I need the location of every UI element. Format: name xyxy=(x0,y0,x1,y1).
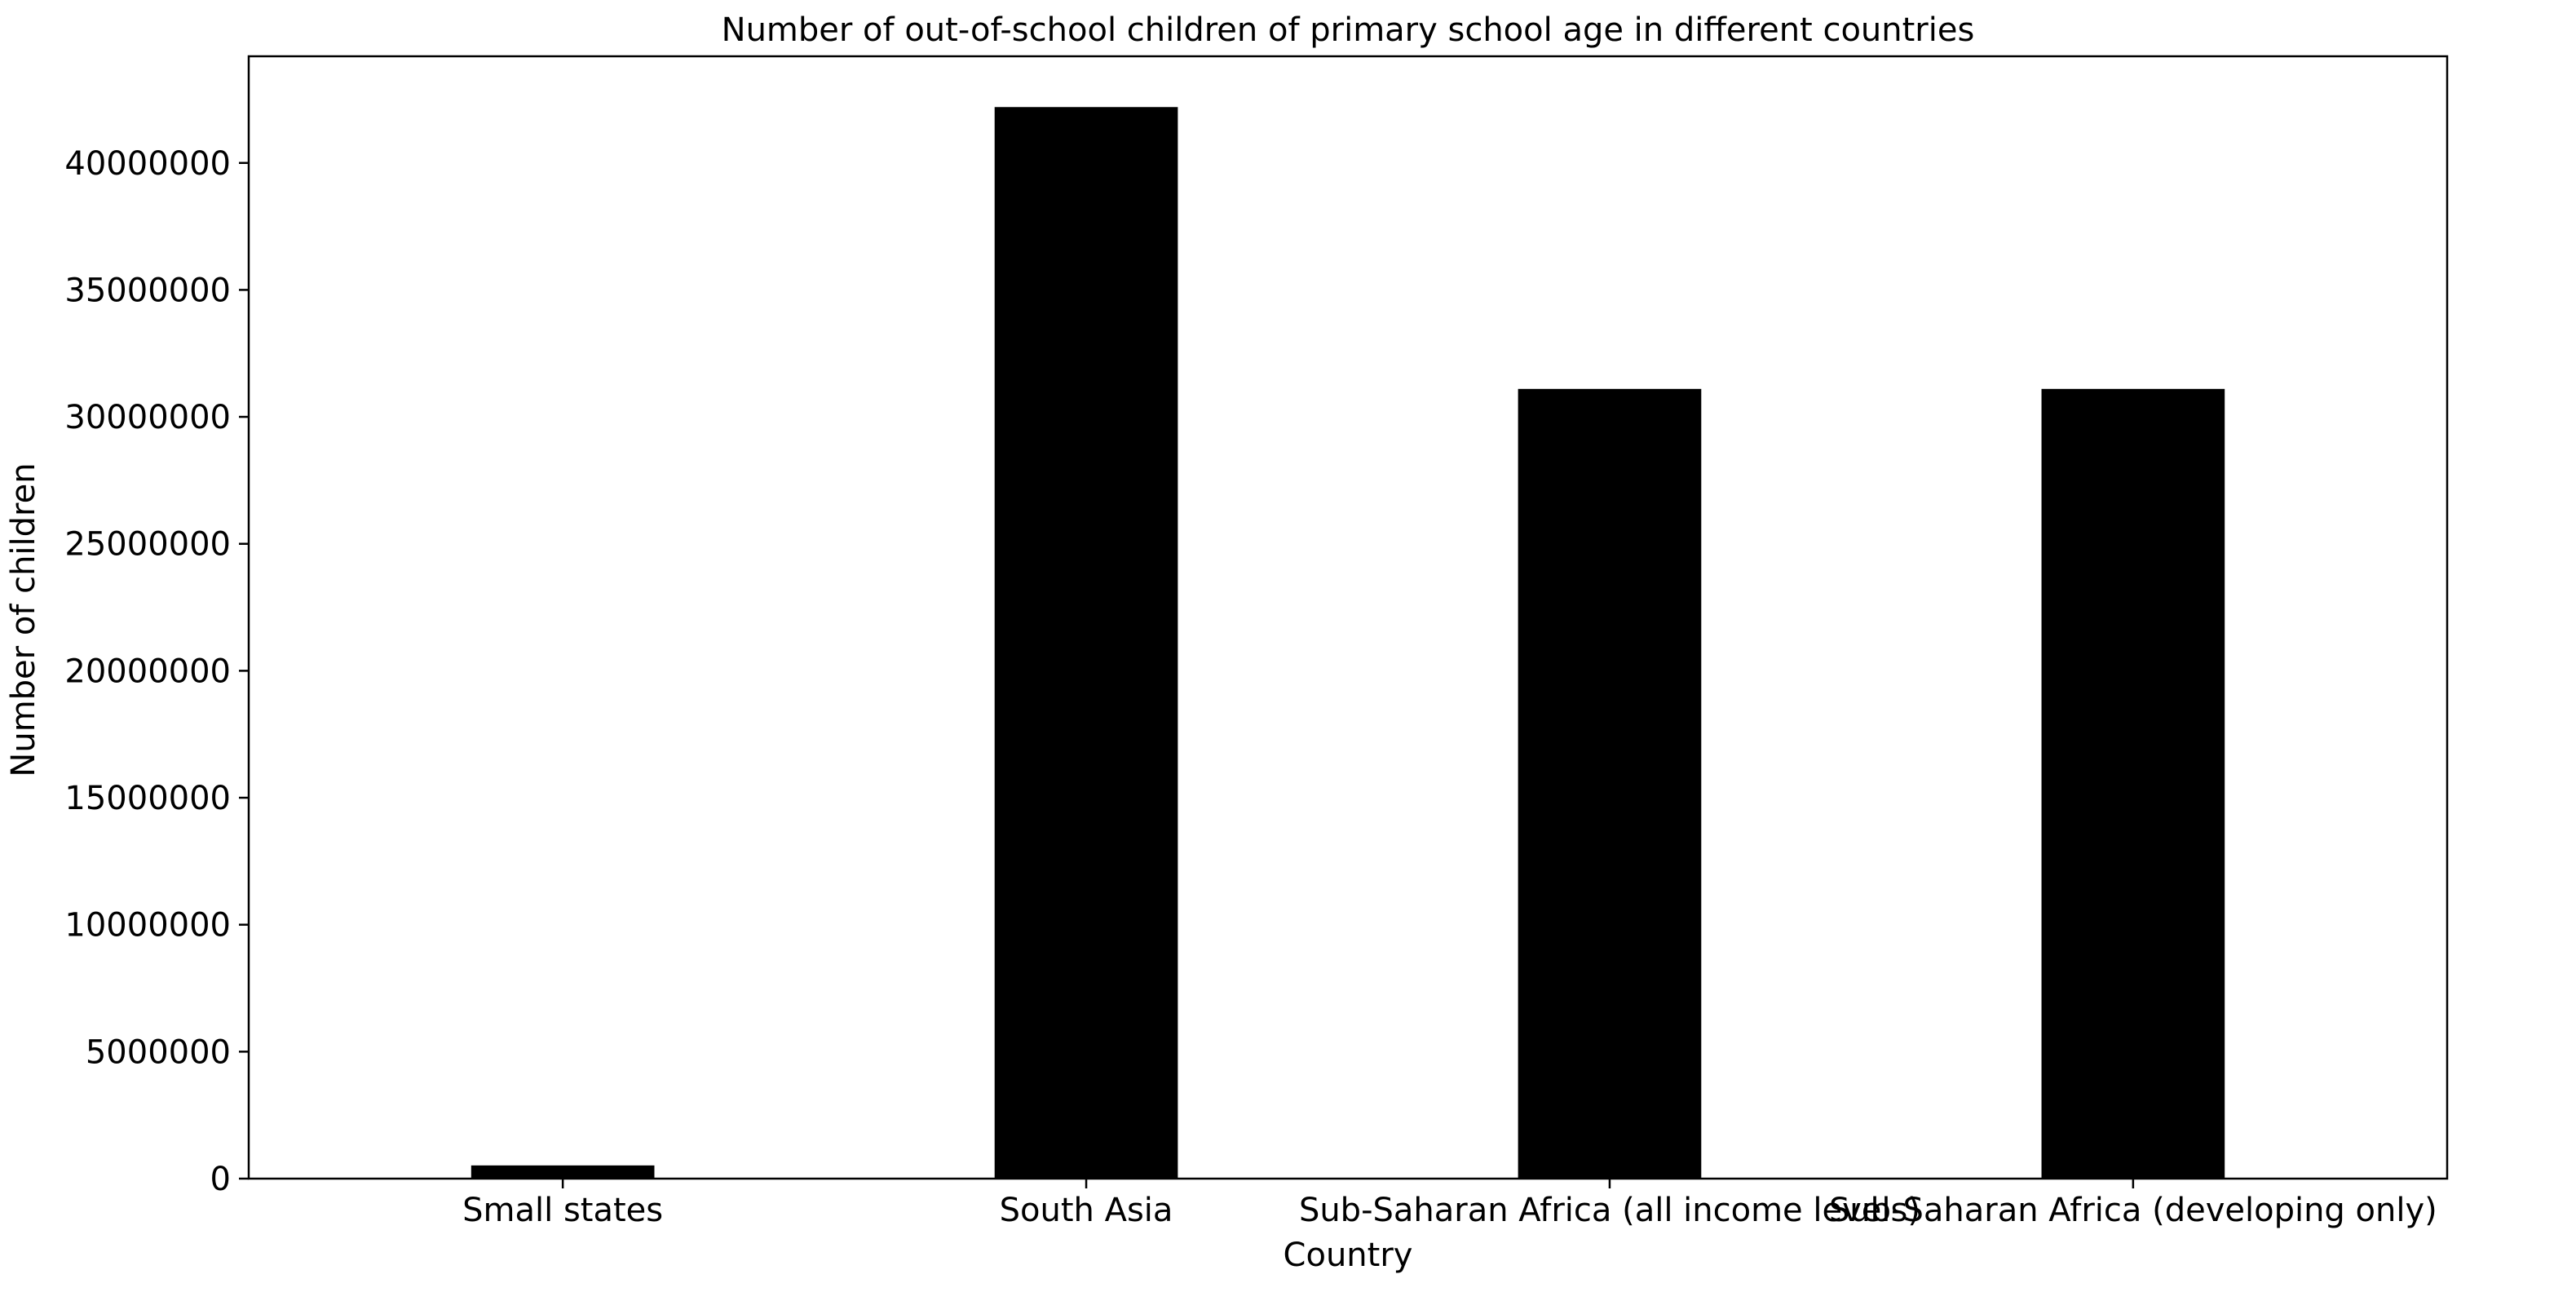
x-tick-label: Sub-Saharan Africa (developing only) xyxy=(1829,1192,2437,1229)
x-tick-label: South Asia xyxy=(1000,1192,1173,1229)
y-tick-label: 15000000 xyxy=(64,780,231,817)
bar-1 xyxy=(994,107,1178,1179)
y-tick-label: 35000000 xyxy=(64,272,231,309)
y-tick-label: 30000000 xyxy=(64,399,231,436)
plot-frame xyxy=(247,55,2449,1180)
bar-3 xyxy=(2041,388,2225,1179)
y-axis-label: Number of children xyxy=(5,462,42,777)
y-tick-label: 20000000 xyxy=(64,653,231,690)
y-tick-label: 5000000 xyxy=(86,1033,231,1071)
y-axis-ticks: 0 5000000 10000000 15000000 20000000 25000000… xyxy=(64,145,249,1198)
x-axis-label: Country xyxy=(1284,1237,1413,1274)
bars-layer xyxy=(471,107,2225,1179)
bar-2 xyxy=(1518,388,1702,1179)
y-tick-label: 40000000 xyxy=(64,145,231,183)
x-tick-label: Small states xyxy=(462,1192,663,1229)
chart-title: Number of out-of-school children of prim… xyxy=(722,11,1975,49)
y-tick-label: 10000000 xyxy=(64,907,231,945)
x-tick-label: Sub-Saharan Africa (all income levels) xyxy=(1299,1192,1920,1229)
y-tick-label: 0 xyxy=(210,1161,231,1198)
bar-0 xyxy=(471,1165,655,1179)
x-axis-ticks: Small states South Asia Sub-Saharan Africa… xyxy=(462,1179,2437,1229)
y-tick-label: 25000000 xyxy=(64,526,231,564)
